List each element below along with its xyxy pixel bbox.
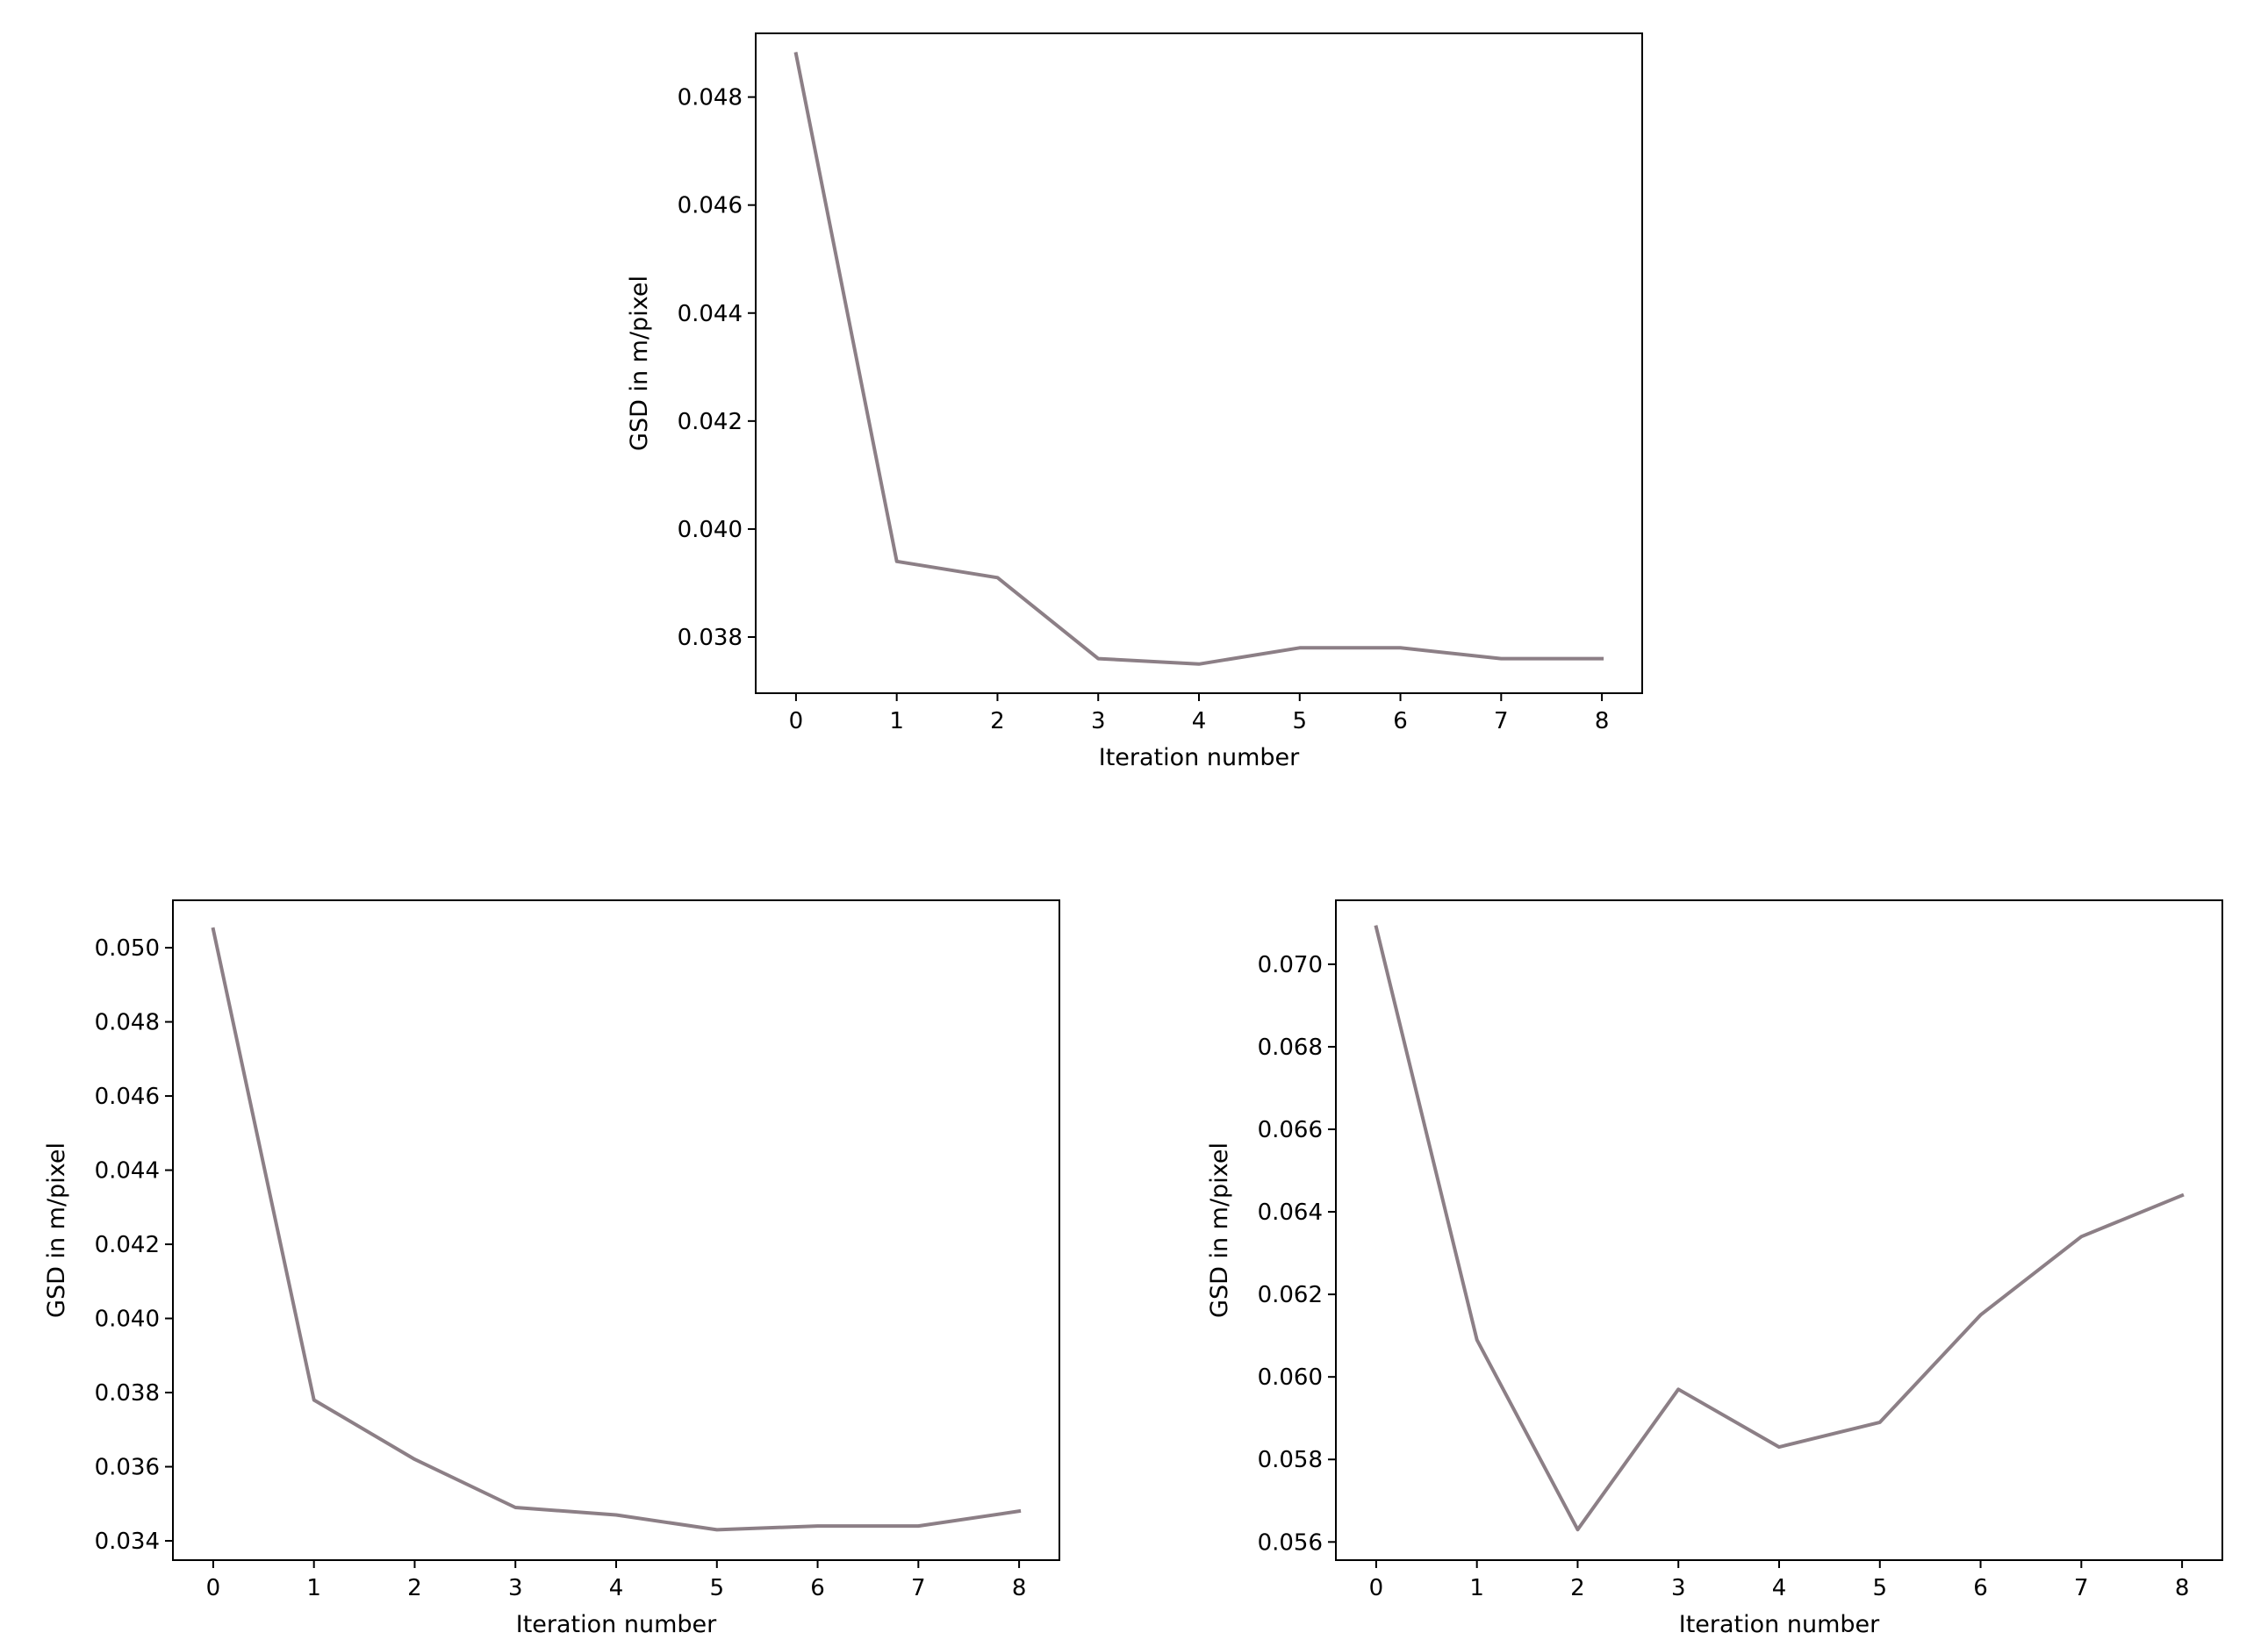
x-tick-label: 7 xyxy=(911,1575,926,1601)
data-point xyxy=(715,1528,719,1531)
data-point xyxy=(1979,1314,1983,1317)
data-point xyxy=(1017,1509,1021,1513)
x-tick-label: 3 xyxy=(1671,1575,1686,1601)
y-tick-label: 0.062 xyxy=(1258,1282,1323,1308)
y-tick-label: 0.070 xyxy=(1258,952,1323,978)
x-axis-label: Iteration number xyxy=(516,1611,717,1638)
x-tick-label: 0 xyxy=(206,1575,221,1601)
data-point xyxy=(513,1506,517,1509)
data-point xyxy=(1197,662,1201,666)
data-point xyxy=(1475,1338,1479,1342)
x-tick-label: 1 xyxy=(1469,1575,1484,1601)
y-tick-label: 0.056 xyxy=(1258,1529,1323,1556)
data-point xyxy=(1374,926,1378,929)
y-tick-label: 0.036 xyxy=(95,1455,160,1481)
data-point xyxy=(2079,1235,2083,1238)
y-axis-label: GSD in m/pixel xyxy=(626,276,653,451)
y-tick-label: 0.038 xyxy=(95,1380,160,1407)
x-tick-label: 1 xyxy=(889,708,904,734)
y-tick-label: 0.048 xyxy=(95,1010,160,1036)
y-tick-label: 0.060 xyxy=(1258,1364,1323,1391)
y-tick-label: 0.046 xyxy=(678,193,743,219)
data-point xyxy=(916,1524,920,1528)
data-point xyxy=(1600,657,1604,661)
data-point xyxy=(614,1513,618,1516)
data-point xyxy=(1399,646,1403,649)
x-tick-label: 3 xyxy=(508,1575,523,1601)
y-tick-label: 0.068 xyxy=(1258,1035,1323,1061)
x-tick-label: 4 xyxy=(609,1575,624,1601)
x-axis-label: Iteration number xyxy=(1679,1611,1880,1638)
x-tick-label: 5 xyxy=(1872,1575,1887,1601)
data-point xyxy=(1298,646,1302,649)
y-tick-label: 0.066 xyxy=(1258,1117,1323,1143)
data-point xyxy=(794,52,798,55)
x-tick-label: 2 xyxy=(1570,1575,1585,1601)
y-tick-label: 0.038 xyxy=(678,625,743,651)
x-tick-label: 7 xyxy=(1494,708,1509,734)
bottom-right-plot: 0 1 2 3 4 5 6 7 8 0.056 0.058 0.060 0.062 0.064 0.066… xyxy=(1206,899,2223,1638)
x-tick-label: 8 xyxy=(1595,708,1610,734)
y-tick-label: 0.042 xyxy=(95,1232,160,1258)
data-point xyxy=(212,927,215,931)
x-tick-label: 5 xyxy=(1292,708,1307,734)
x-tick-label: 6 xyxy=(1973,1575,1988,1601)
data-point xyxy=(1575,1528,1579,1531)
data-point xyxy=(1878,1421,1882,1424)
bottom-left-plot: 0 1 2 3 4 5 6 7 8 0.034 0.036 0.038 0.040 0.042 0.044… xyxy=(43,899,1060,1638)
y-tick-label: 0.064 xyxy=(1258,1199,1323,1226)
y-tick-label: 0.044 xyxy=(95,1158,160,1185)
x-tick-label: 1 xyxy=(306,1575,321,1601)
x-tick-label: 2 xyxy=(990,708,1005,734)
x-tick-label: 4 xyxy=(1772,1575,1787,1601)
y-tick-label: 0.044 xyxy=(678,301,743,327)
x-tick-label: 8 xyxy=(2175,1575,2190,1601)
data-point xyxy=(816,1524,820,1528)
x-tick-label: 5 xyxy=(709,1575,724,1601)
x-tick-label: 0 xyxy=(1369,1575,1384,1601)
x-tick-label: 0 xyxy=(789,708,804,734)
data-point xyxy=(895,560,899,563)
x-axis-label: Iteration number xyxy=(1099,744,1300,771)
data-point xyxy=(413,1457,416,1461)
x-tick-label: 3 xyxy=(1091,708,1106,734)
y-tick-label: 0.034 xyxy=(95,1529,160,1555)
data-point xyxy=(312,1398,316,1401)
y-tick-label: 0.048 xyxy=(678,85,743,111)
top-plot: 0 1 2 3 4 5 6 7 8 0.038 0.040 0.042 0.044 0.046 0.048… xyxy=(626,32,1643,771)
data-point xyxy=(1777,1445,1781,1449)
y-axis-label: GSD in m/pixel xyxy=(1206,1142,1233,1318)
data-point xyxy=(2180,1193,2184,1197)
x-tick-label: 6 xyxy=(1393,708,1408,734)
y-tick-label: 0.042 xyxy=(678,409,743,435)
x-tick-label: 6 xyxy=(810,1575,825,1601)
x-tick-label: 2 xyxy=(407,1575,422,1601)
data-point xyxy=(1676,1387,1680,1391)
y-axis-label: GSD in m/pixel xyxy=(43,1142,70,1318)
y-tick-label: 0.046 xyxy=(95,1084,160,1110)
x-tick-label: 8 xyxy=(1012,1575,1027,1601)
data-point xyxy=(1096,657,1100,661)
y-tick-label: 0.040 xyxy=(678,517,743,543)
x-tick-label: 4 xyxy=(1192,708,1207,734)
data-point xyxy=(995,576,999,579)
y-tick-label: 0.040 xyxy=(95,1307,160,1333)
x-tick-label: 7 xyxy=(2074,1575,2089,1601)
data-point xyxy=(1499,657,1503,661)
y-tick-label: 0.050 xyxy=(95,935,160,962)
y-tick-label: 0.058 xyxy=(1258,1447,1323,1473)
